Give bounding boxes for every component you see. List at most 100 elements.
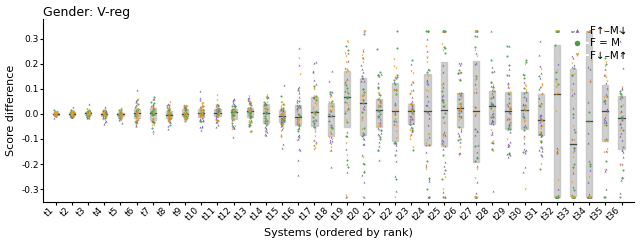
Point xyxy=(599,123,609,127)
Point xyxy=(131,111,141,115)
Point xyxy=(146,104,156,108)
Point xyxy=(504,44,514,48)
Point xyxy=(422,55,432,59)
Point xyxy=(438,195,449,199)
Point xyxy=(600,99,610,102)
Point xyxy=(212,112,223,116)
Point xyxy=(374,122,384,125)
Point xyxy=(179,112,189,116)
Point xyxy=(229,111,239,115)
Point xyxy=(583,131,593,135)
Point xyxy=(437,83,447,87)
Point xyxy=(83,112,93,116)
Point xyxy=(535,39,545,43)
Point xyxy=(456,115,466,119)
Point xyxy=(245,102,255,106)
Point xyxy=(518,111,529,115)
Point xyxy=(84,110,94,114)
Point xyxy=(618,85,628,89)
Point xyxy=(213,113,223,117)
Point xyxy=(470,45,481,49)
Point xyxy=(422,70,433,74)
Point xyxy=(535,114,545,118)
Point xyxy=(438,135,449,139)
Point xyxy=(83,111,93,115)
Point xyxy=(68,110,79,114)
Point xyxy=(553,187,563,191)
Point xyxy=(132,107,143,111)
Point xyxy=(519,118,529,122)
Point xyxy=(98,111,108,115)
Point xyxy=(340,111,351,115)
Bar xyxy=(279,110,285,122)
Point xyxy=(405,117,415,121)
Legend: F↑–M↓, F = M, F↓–M↑: F↑–M↓, F = M, F↓–M↑ xyxy=(564,24,629,63)
Point xyxy=(195,115,205,119)
Point xyxy=(487,65,497,69)
Point xyxy=(486,122,496,125)
Point xyxy=(567,137,577,141)
Point xyxy=(67,115,77,119)
Point xyxy=(408,80,418,84)
Point xyxy=(391,189,401,193)
Point xyxy=(277,120,287,123)
Point xyxy=(294,56,304,60)
Point xyxy=(164,116,175,120)
Point xyxy=(261,102,271,106)
Point xyxy=(131,99,141,103)
Point xyxy=(602,107,612,111)
Point xyxy=(439,29,449,33)
Bar xyxy=(263,104,269,123)
Point xyxy=(536,133,546,137)
Point xyxy=(117,116,127,120)
Point xyxy=(51,112,61,116)
Point xyxy=(230,104,240,108)
Point xyxy=(406,114,416,118)
Point xyxy=(534,96,545,100)
Point xyxy=(486,80,496,84)
Point xyxy=(244,99,255,103)
Point xyxy=(100,109,110,112)
Point xyxy=(566,93,577,97)
Point xyxy=(389,112,399,116)
Point xyxy=(66,112,76,116)
Point xyxy=(358,98,368,102)
Point xyxy=(308,96,319,100)
Point xyxy=(552,29,563,33)
Point xyxy=(391,160,401,163)
Point xyxy=(376,99,386,103)
Point xyxy=(212,105,222,109)
Point xyxy=(244,114,254,118)
Point xyxy=(438,29,448,33)
Point xyxy=(519,76,529,80)
Point xyxy=(67,113,77,117)
Point xyxy=(308,70,318,74)
Point xyxy=(537,146,547,150)
Point xyxy=(259,132,269,136)
Point xyxy=(326,90,337,93)
Point xyxy=(440,29,450,33)
Point xyxy=(148,129,158,132)
Point xyxy=(276,108,287,112)
Point xyxy=(340,118,351,122)
Point xyxy=(405,128,415,132)
Point xyxy=(424,135,434,139)
Bar xyxy=(602,85,609,141)
Point xyxy=(198,113,208,117)
Point xyxy=(116,113,126,117)
Point xyxy=(454,145,465,149)
Bar xyxy=(101,113,108,116)
X-axis label: Systems (ordered by rank): Systems (ordered by rank) xyxy=(264,228,413,238)
Point xyxy=(259,116,269,120)
Point xyxy=(326,123,336,127)
Point xyxy=(163,118,173,122)
Point xyxy=(488,150,498,153)
Point xyxy=(229,126,239,130)
Point xyxy=(504,124,514,128)
Point xyxy=(406,58,417,62)
Point xyxy=(114,112,124,116)
Point xyxy=(148,112,158,116)
Point xyxy=(518,137,529,141)
Point xyxy=(147,110,157,114)
Point xyxy=(341,60,351,64)
